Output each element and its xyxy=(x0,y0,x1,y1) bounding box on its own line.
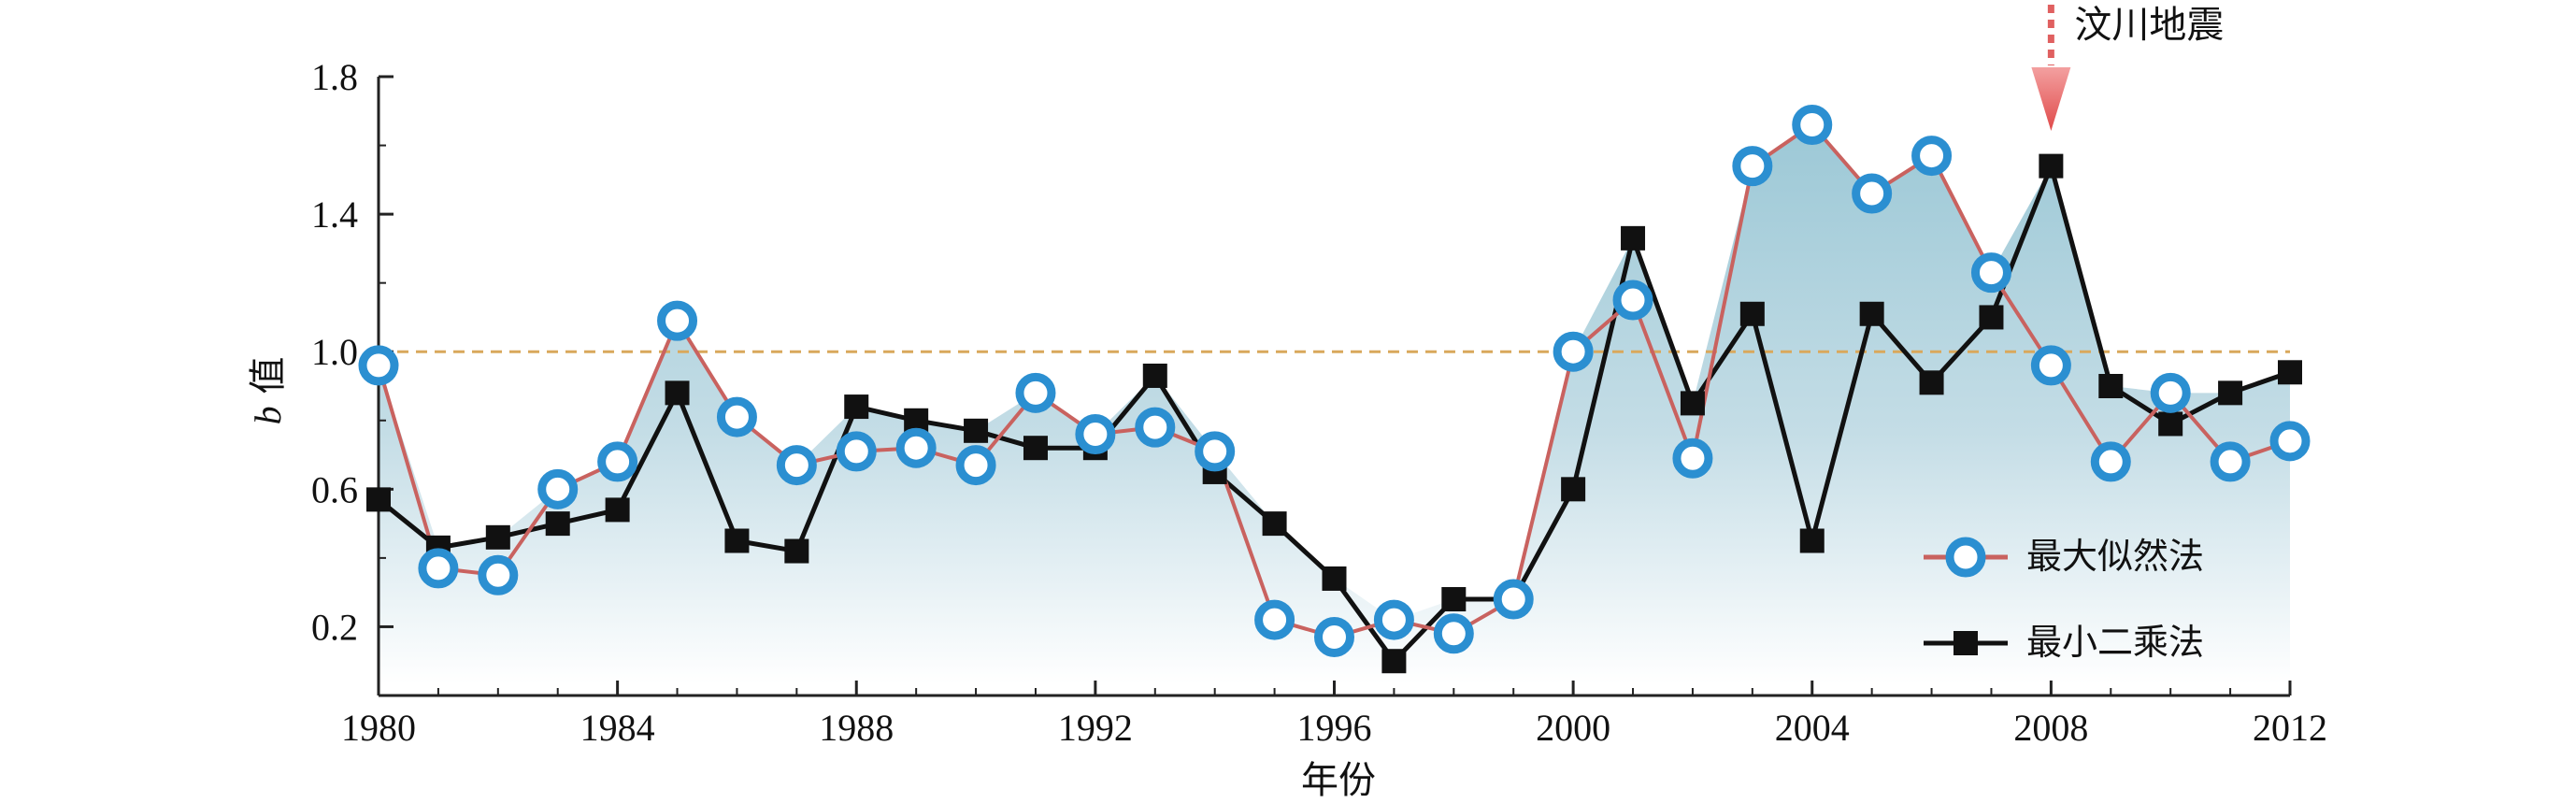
y-axis-title-rest: 值 xyxy=(247,357,290,407)
series-point-least-squares xyxy=(1561,477,1586,502)
series-point-least-squares xyxy=(1979,305,2004,330)
legend-marker-mle xyxy=(1945,537,1986,578)
series-point-max-likelihood xyxy=(1075,413,1116,454)
x-axis-title: 年份 xyxy=(1301,759,1376,802)
series-point-max-likelihood xyxy=(2030,345,2071,386)
legend-label-mle: 最大似然法 xyxy=(2026,536,2204,577)
series-point-max-likelihood xyxy=(597,441,638,482)
series-point-least-squares xyxy=(964,418,989,443)
series-point-least-squares xyxy=(2039,153,2064,179)
y-tick-label: 0.2 xyxy=(311,606,358,648)
y-tick-label: 1.4 xyxy=(311,194,358,236)
series-point-max-likelihood xyxy=(1015,372,1056,413)
y-axis-title: b 值 xyxy=(247,357,290,425)
series-point-least-squares xyxy=(1441,587,1467,612)
series-point-max-likelihood xyxy=(1493,579,1534,620)
series-point-least-squares xyxy=(1381,649,1407,674)
y-axis-title-italic: b xyxy=(247,406,289,424)
series-point-max-likelihood xyxy=(2269,421,2311,462)
series-point-max-likelihood xyxy=(955,445,996,486)
series-point-max-likelihood xyxy=(1314,616,1354,657)
series-point-max-likelihood xyxy=(657,300,698,341)
legend-marker-lsq xyxy=(1953,631,1978,655)
series-point-max-likelihood xyxy=(716,396,757,437)
x-tick-label: 1992 xyxy=(1058,707,1133,749)
x-tick-label: 2008 xyxy=(2013,707,2088,749)
y-tick-label: 0.6 xyxy=(311,468,358,510)
x-tick-label: 1984 xyxy=(580,707,655,749)
series-point-max-likelihood xyxy=(418,548,459,589)
series-point-max-likelihood xyxy=(2150,372,2191,413)
x-tick-label: 2004 xyxy=(1775,707,1850,749)
x-tick-label: 1980 xyxy=(341,707,416,749)
series-point-least-squares xyxy=(2218,380,2243,406)
series-point-least-squares xyxy=(1739,301,1765,326)
legend-label-lsq: 最小二乘法 xyxy=(2026,622,2204,663)
y-tick-label: 1.0 xyxy=(311,331,358,373)
series-point-least-squares xyxy=(545,511,570,537)
series-point-max-likelihood xyxy=(836,431,877,472)
series-point-max-likelihood xyxy=(1254,599,1295,640)
series-point-max-likelihood xyxy=(537,468,579,509)
series-point-max-likelihood xyxy=(478,554,519,595)
series-point-least-squares xyxy=(605,497,630,523)
series-point-max-likelihood xyxy=(1792,104,1833,145)
series-point-max-likelihood xyxy=(1911,136,1953,177)
series-point-least-squares xyxy=(1023,436,1048,461)
series-point-least-squares xyxy=(784,538,809,564)
series-layer xyxy=(358,104,2311,674)
series-point-least-squares xyxy=(1680,391,1705,416)
series-point-max-likelihood xyxy=(1373,599,1414,640)
series-point-max-likelihood xyxy=(895,427,937,468)
x-tick-label: 1996 xyxy=(1297,707,1372,749)
series-point-max-likelihood xyxy=(1433,613,1474,654)
series-point-max-likelihood xyxy=(2090,441,2131,482)
series-point-max-likelihood xyxy=(1553,331,1594,372)
series-point-least-squares xyxy=(1322,566,1347,591)
series-point-max-likelihood xyxy=(358,345,399,386)
series-point-least-squares xyxy=(1262,511,1287,537)
series-point-least-squares xyxy=(1799,528,1825,553)
series-point-least-squares xyxy=(844,394,869,420)
x-tick-label: 2012 xyxy=(2253,707,2327,749)
series-point-max-likelihood xyxy=(1852,173,1893,214)
series-point-least-squares xyxy=(1142,363,1167,388)
x-tick-label: 2000 xyxy=(1536,707,1610,749)
series-point-least-squares xyxy=(485,524,510,550)
series-point-max-likelihood xyxy=(1970,252,2011,294)
series-point-least-squares xyxy=(2098,374,2124,398)
earthquake-annotation: 汶川地震 xyxy=(2031,4,2224,131)
series-point-max-likelihood xyxy=(776,445,817,486)
series-point-max-likelihood xyxy=(1135,407,1176,448)
y-tick-label: 1.8 xyxy=(311,56,358,98)
axes-layer: 1980 1984 1988 1992 1996 2000 2004 2008 2012 0.2 0… xyxy=(311,56,2327,749)
series-point-least-squares xyxy=(1919,370,1944,395)
series-point-least-squares xyxy=(1859,301,1884,326)
annotation-label: 汶川地震 xyxy=(2074,4,2224,47)
annotation-arrow-head xyxy=(2031,67,2071,131)
series-point-max-likelihood xyxy=(1732,146,1773,187)
series-point-least-squares xyxy=(2278,360,2302,385)
x-tick-label: 1988 xyxy=(819,707,894,749)
series-point-max-likelihood xyxy=(1672,437,1713,479)
series-point-max-likelihood xyxy=(1612,280,1653,321)
series-point-max-likelihood xyxy=(1195,431,1236,472)
series-point-least-squares xyxy=(2158,411,2183,437)
series-point-least-squares xyxy=(1621,225,1646,251)
series-point-least-squares xyxy=(665,380,690,406)
series-point-max-likelihood xyxy=(2210,441,2251,482)
legend: 最大似然法 最小二乘法 xyxy=(1924,536,2204,663)
series-point-least-squares xyxy=(724,528,750,553)
series-point-least-squares xyxy=(366,487,391,512)
